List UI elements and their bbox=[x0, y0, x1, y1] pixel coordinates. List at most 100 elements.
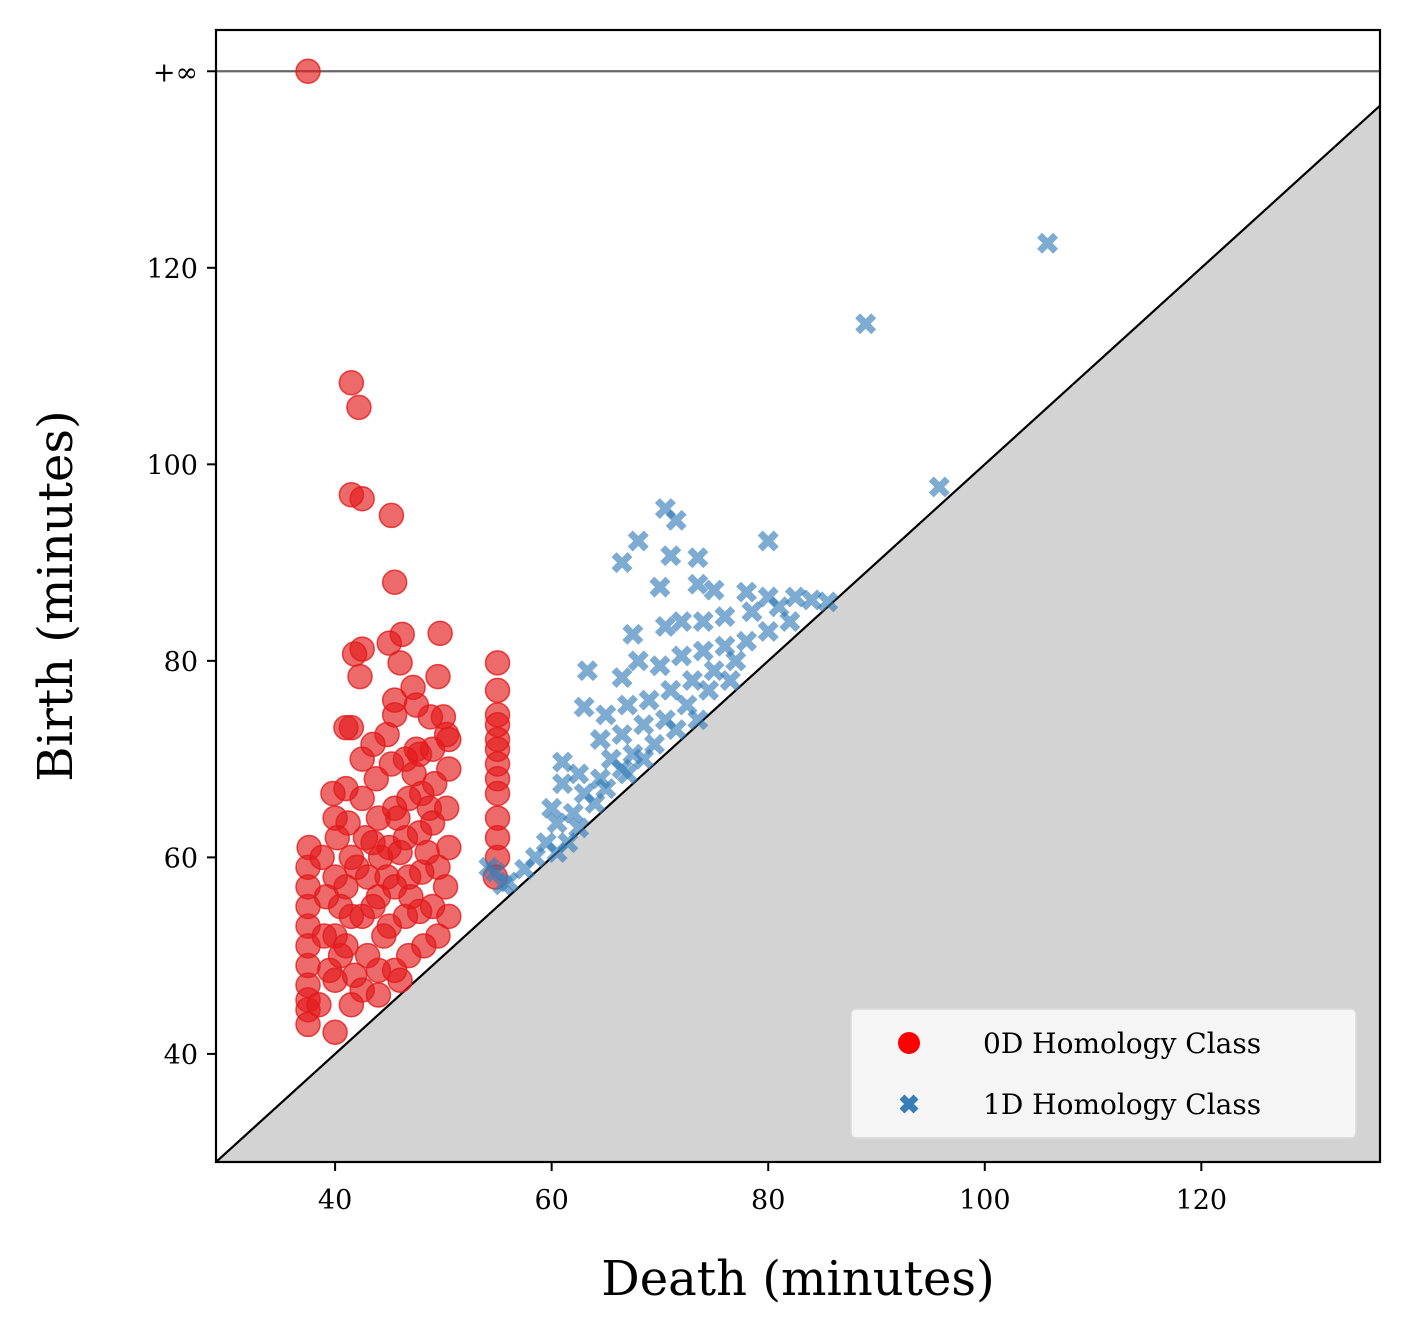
x-tick-label: 120 bbox=[1176, 1185, 1228, 1216]
data-point-1d bbox=[855, 313, 877, 335]
data-point-0d bbox=[436, 834, 462, 861]
data-point-0d bbox=[436, 756, 462, 782]
x-axis-label: Death (minutes) bbox=[601, 1251, 994, 1307]
data-point-1d bbox=[595, 704, 617, 726]
data-point-0d bbox=[425, 663, 451, 690]
data-point-0d bbox=[349, 636, 375, 662]
data-point-0d bbox=[378, 502, 405, 529]
data-point-1d bbox=[671, 645, 693, 667]
data-point-1d bbox=[681, 670, 703, 691]
data-point-0d bbox=[316, 957, 343, 984]
data-point-0d bbox=[346, 394, 372, 421]
legend: 0D Homology Class 1D Homology Class bbox=[850, 1008, 1357, 1139]
data-point-1d bbox=[627, 530, 649, 552]
data-point-1d bbox=[817, 591, 839, 613]
y-tick-label: 120 bbox=[146, 254, 198, 285]
data-point-1d bbox=[703, 579, 725, 601]
data-point-1d bbox=[671, 611, 693, 633]
data-point-1d bbox=[552, 773, 573, 795]
legend-label: 0D Homology Class bbox=[983, 1027, 1261, 1060]
data-point-0d bbox=[309, 844, 335, 871]
data-point-0d bbox=[484, 677, 511, 704]
data-point-0d bbox=[436, 903, 462, 930]
data-point-1d bbox=[719, 670, 741, 691]
data-point-1d bbox=[714, 606, 736, 628]
data-point-1d bbox=[928, 476, 950, 498]
data-point-1d bbox=[660, 679, 682, 701]
x-tick-label: 80 bbox=[751, 1185, 785, 1216]
data-point-1d bbox=[1037, 232, 1059, 254]
legend-marker-1d bbox=[899, 1094, 919, 1114]
data-point-1d bbox=[576, 660, 598, 682]
data-point-0d bbox=[306, 992, 332, 1018]
data-point-1d bbox=[736, 630, 758, 652]
data-point-1d bbox=[665, 719, 687, 741]
data-point-1d bbox=[568, 763, 590, 785]
data-marks bbox=[295, 58, 1059, 1046]
data-point-1d bbox=[757, 530, 779, 552]
data-point-1d bbox=[649, 655, 671, 677]
data-point-0d bbox=[414, 839, 440, 866]
data-point-1d bbox=[757, 620, 779, 642]
y-tick-label: 100 bbox=[146, 450, 198, 481]
data-point-0d bbox=[381, 569, 408, 595]
data-point-1d bbox=[687, 547, 709, 569]
data-point-0d bbox=[360, 829, 386, 856]
data-point-1d bbox=[660, 545, 682, 567]
data-point-1d bbox=[654, 615, 676, 637]
data-point-0d bbox=[333, 933, 359, 959]
data-point-1d bbox=[779, 611, 801, 633]
data-point-0d bbox=[389, 621, 415, 648]
data-point-0d bbox=[374, 721, 400, 748]
axes: 40 60 80 100 120 40 60 80 100 120 +∞ bbox=[146, 57, 1227, 1216]
data-point-1d bbox=[562, 802, 584, 824]
data-point-1d bbox=[616, 694, 638, 716]
data-point-0d bbox=[295, 1011, 321, 1038]
data-point-0d bbox=[344, 854, 370, 880]
y-axis-label: Birth (minutes) bbox=[28, 410, 84, 782]
data-point-1d bbox=[692, 640, 714, 662]
data-point-0d bbox=[417, 704, 444, 730]
series-1d bbox=[478, 232, 1059, 896]
data-point-1d bbox=[611, 667, 633, 689]
data-point-0d bbox=[349, 746, 375, 772]
plot-frame bbox=[214, 28, 1382, 1164]
data-point-0d bbox=[338, 370, 365, 396]
data-point-1d bbox=[497, 871, 519, 893]
data-point-1d bbox=[633, 714, 655, 736]
data-point-1d bbox=[633, 748, 655, 770]
data-point-0d bbox=[349, 785, 375, 812]
data-point-0d bbox=[349, 485, 375, 512]
data-point-0d bbox=[432, 874, 459, 900]
data-point-0d bbox=[360, 893, 386, 920]
x-tick-label: 40 bbox=[318, 1185, 352, 1216]
data-point-1d bbox=[801, 589, 823, 611]
data-point-1d bbox=[546, 841, 568, 863]
data-point-0d bbox=[416, 795, 443, 821]
data-point-0d bbox=[427, 620, 453, 647]
y-tick-label: 80 bbox=[164, 647, 198, 678]
legend-marker-0d bbox=[898, 1032, 920, 1054]
y-tick-label: 40 bbox=[164, 1040, 198, 1071]
legend-box bbox=[850, 1008, 1357, 1139]
data-point-1d bbox=[649, 576, 671, 598]
data-point-0d bbox=[313, 883, 340, 910]
data-point-0d bbox=[335, 810, 361, 836]
data-point-1d bbox=[611, 724, 633, 746]
data-point-0d bbox=[347, 663, 373, 690]
data-point-0d bbox=[425, 923, 451, 949]
data-point-1d bbox=[638, 689, 660, 711]
data-point-1d bbox=[573, 696, 595, 718]
data-point-0d bbox=[387, 839, 413, 866]
data-point-1d bbox=[665, 509, 687, 531]
data-point-0d bbox=[374, 864, 400, 890]
data-point-0d bbox=[385, 805, 411, 831]
data-point-1d bbox=[741, 601, 763, 623]
data-point-0d bbox=[387, 650, 413, 676]
data-point-1d bbox=[589, 728, 611, 750]
data-point-1d bbox=[698, 679, 720, 701]
data-point-1d bbox=[552, 751, 573, 773]
data-point-1d bbox=[784, 586, 806, 608]
data-point-1d bbox=[622, 623, 644, 645]
